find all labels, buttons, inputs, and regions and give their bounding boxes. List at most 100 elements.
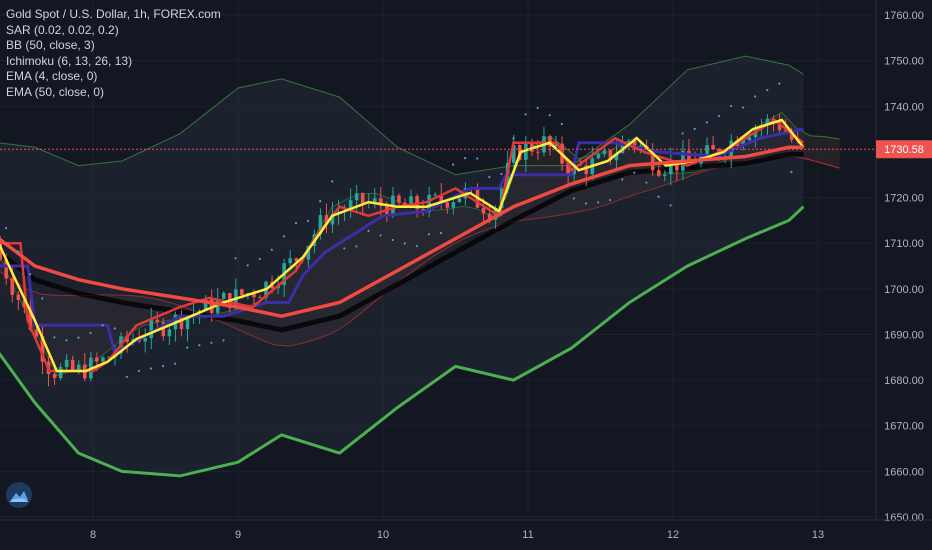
candle-body — [95, 357, 99, 362]
price-tick-label: 1660.00 — [884, 466, 924, 478]
price-tick-label: 1680.00 — [884, 375, 924, 387]
sar-dot — [512, 137, 515, 140]
candle-body — [656, 170, 661, 176]
candle-body — [481, 207, 486, 214]
candle-body — [149, 319, 154, 339]
candle-body — [155, 319, 160, 323]
tenkan-sen-line — [0, 118, 805, 373]
sar-dot — [355, 245, 358, 248]
candle-body — [614, 153, 619, 161]
sar-dot — [331, 180, 334, 183]
candle-body — [167, 329, 172, 337]
sar-dot — [427, 233, 431, 236]
sar-dot — [609, 198, 612, 202]
candle-body — [427, 194, 431, 213]
candle-body — [348, 200, 353, 211]
candle-body — [209, 298, 214, 313]
candle-body — [409, 196, 413, 207]
candle-body — [789, 133, 794, 140]
price-tick-label: 1700.00 — [884, 284, 924, 296]
sar-dot — [137, 369, 141, 373]
sar-dot — [536, 106, 539, 110]
candle-body — [161, 322, 166, 337]
candle-body — [777, 121, 782, 131]
sar-dot — [125, 375, 128, 378]
sar-dot — [754, 95, 757, 98]
sar-dot — [560, 122, 563, 126]
candle-body — [64, 359, 69, 368]
price-tick-label: 1710.00 — [884, 238, 924, 250]
indicator-ichimoku[interactable]: Ichimoku (6, 13, 26, 13) — [6, 53, 133, 68]
candle-body — [596, 153, 601, 159]
sar-dot — [198, 344, 201, 347]
candle-body — [602, 150, 607, 154]
sar-dot — [717, 114, 721, 118]
cloud-chart-logo-icon[interactable] — [6, 482, 32, 508]
sar-dot — [415, 244, 418, 248]
candle-body — [58, 367, 63, 379]
candle-body — [620, 142, 625, 154]
sar-dot — [77, 336, 80, 339]
candle-body — [28, 307, 33, 330]
candle-body — [324, 215, 329, 225]
price-axis[interactable]: 1760.001750.001740.001730.001720.001710.… — [875, 0, 932, 550]
sar-dot — [16, 250, 20, 253]
sar-dot — [403, 242, 406, 245]
candle-body — [675, 159, 679, 171]
candle-body — [294, 258, 299, 262]
time-axis[interactable]: 8 9 10 11 12 13 — [0, 519, 932, 550]
sar-dot — [572, 197, 576, 200]
ema-50-line — [0, 145, 804, 318]
indicator-ema-50[interactable]: EMA (50, close, 0) — [6, 84, 105, 99]
candle-body — [511, 145, 516, 163]
candle-body — [584, 165, 589, 175]
candle-body — [566, 163, 570, 175]
senkou-span-b — [0, 154, 840, 347]
indicator-lines-front — [0, 118, 805, 373]
time-tick-label: 10 — [377, 529, 389, 541]
sar-dot — [657, 195, 660, 198]
sar-dot — [488, 176, 491, 179]
sar-dot — [319, 200, 322, 203]
symbol-title[interactable]: Gold Spot / U.S. Dollar, 1h, FOREX.com — [6, 7, 221, 21]
candle-body — [457, 198, 462, 203]
sar-dot — [246, 264, 249, 267]
sar-dot — [258, 257, 261, 261]
sar-dot — [741, 106, 745, 109]
sar-dot — [693, 127, 696, 130]
price-tick-label: 1670.00 — [884, 421, 924, 433]
candle-body — [52, 374, 57, 379]
last-price-tag — [876, 140, 932, 159]
last-price-label: 1730.58 — [884, 144, 924, 156]
indicator-sar[interactable]: SAR (0.02, 0.02, 0.2) — [6, 22, 119, 37]
sar-dot — [41, 297, 44, 300]
bollinger-band-fill — [0, 56, 804, 476]
bb-upper-line — [0, 55, 804, 176]
candle-body — [34, 329, 39, 337]
candle-body — [608, 150, 613, 161]
candle-body — [76, 364, 81, 370]
price-tick-label: 1690.00 — [884, 329, 924, 341]
sar-dot — [161, 365, 165, 368]
candle-body — [143, 338, 147, 342]
parabolic-sar-dots — [4, 82, 793, 378]
sar-dot — [790, 170, 793, 174]
indicator-bb[interactable]: BB (50, close, 3) — [6, 38, 95, 52]
price-tick-label: 1720.00 — [884, 193, 924, 205]
price-tick-label: 1740.00 — [884, 101, 924, 113]
time-tick-label: 9 — [235, 529, 241, 541]
time-tick-label: 13 — [812, 529, 824, 541]
chart-legend: Gold Spot / U.S. Dollar, 1h, FOREX.com S… — [6, 7, 221, 100]
candle-body — [741, 140, 746, 147]
candle-body — [536, 151, 540, 153]
sar-dot — [669, 204, 672, 207]
candle-body — [221, 293, 226, 299]
candle-body — [650, 149, 655, 171]
candle-body — [101, 357, 105, 362]
sar-dot — [101, 324, 104, 327]
sar-dot — [367, 229, 370, 232]
time-tick-label: 11 — [522, 529, 533, 541]
sar-dot — [379, 234, 382, 237]
indicator-ema-4[interactable]: EMA (4, close, 0) — [6, 69, 98, 83]
